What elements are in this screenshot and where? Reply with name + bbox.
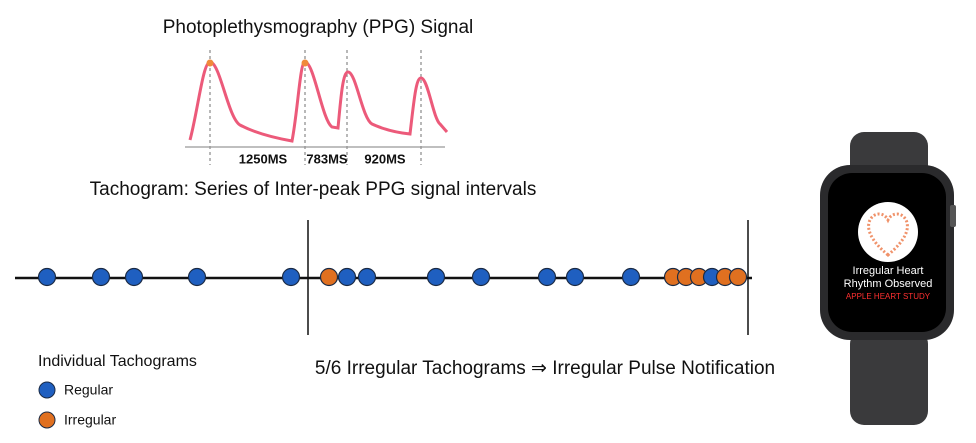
legend-label: Irregular	[64, 412, 116, 428]
watch-text: APPLE HEART STUDY	[846, 292, 931, 301]
ppg-wave	[188, 60, 449, 143]
tachogram-title: Tachogram: Series of Inter-peak PPG sign…	[90, 179, 537, 200]
watch-text: Irregular Heart	[853, 265, 924, 277]
tachogram-dots	[37, 267, 748, 287]
legend-swatch	[38, 381, 56, 399]
watch: Irregular Heart Rhythm Observed APPLE HE…	[820, 132, 956, 425]
legend-title: Individual Tachograms	[38, 353, 197, 370]
ppg-title: Photoplethysmography (PPG) Signal	[163, 17, 474, 38]
peak	[301, 59, 309, 67]
legend-label: Regular	[64, 382, 113, 398]
watch-text: Rhythm Observed	[844, 278, 933, 290]
interval-label: 920MS	[364, 151, 406, 166]
conclusion: 5/6 Irregular Tachograms ⇒ Irregular Pul…	[315, 358, 775, 379]
interval-label: 1250MS	[239, 151, 288, 166]
peak	[206, 59, 214, 67]
legend-swatch	[38, 411, 56, 429]
peak-lines	[209, 50, 422, 165]
interval-label: 783MS	[306, 151, 348, 166]
